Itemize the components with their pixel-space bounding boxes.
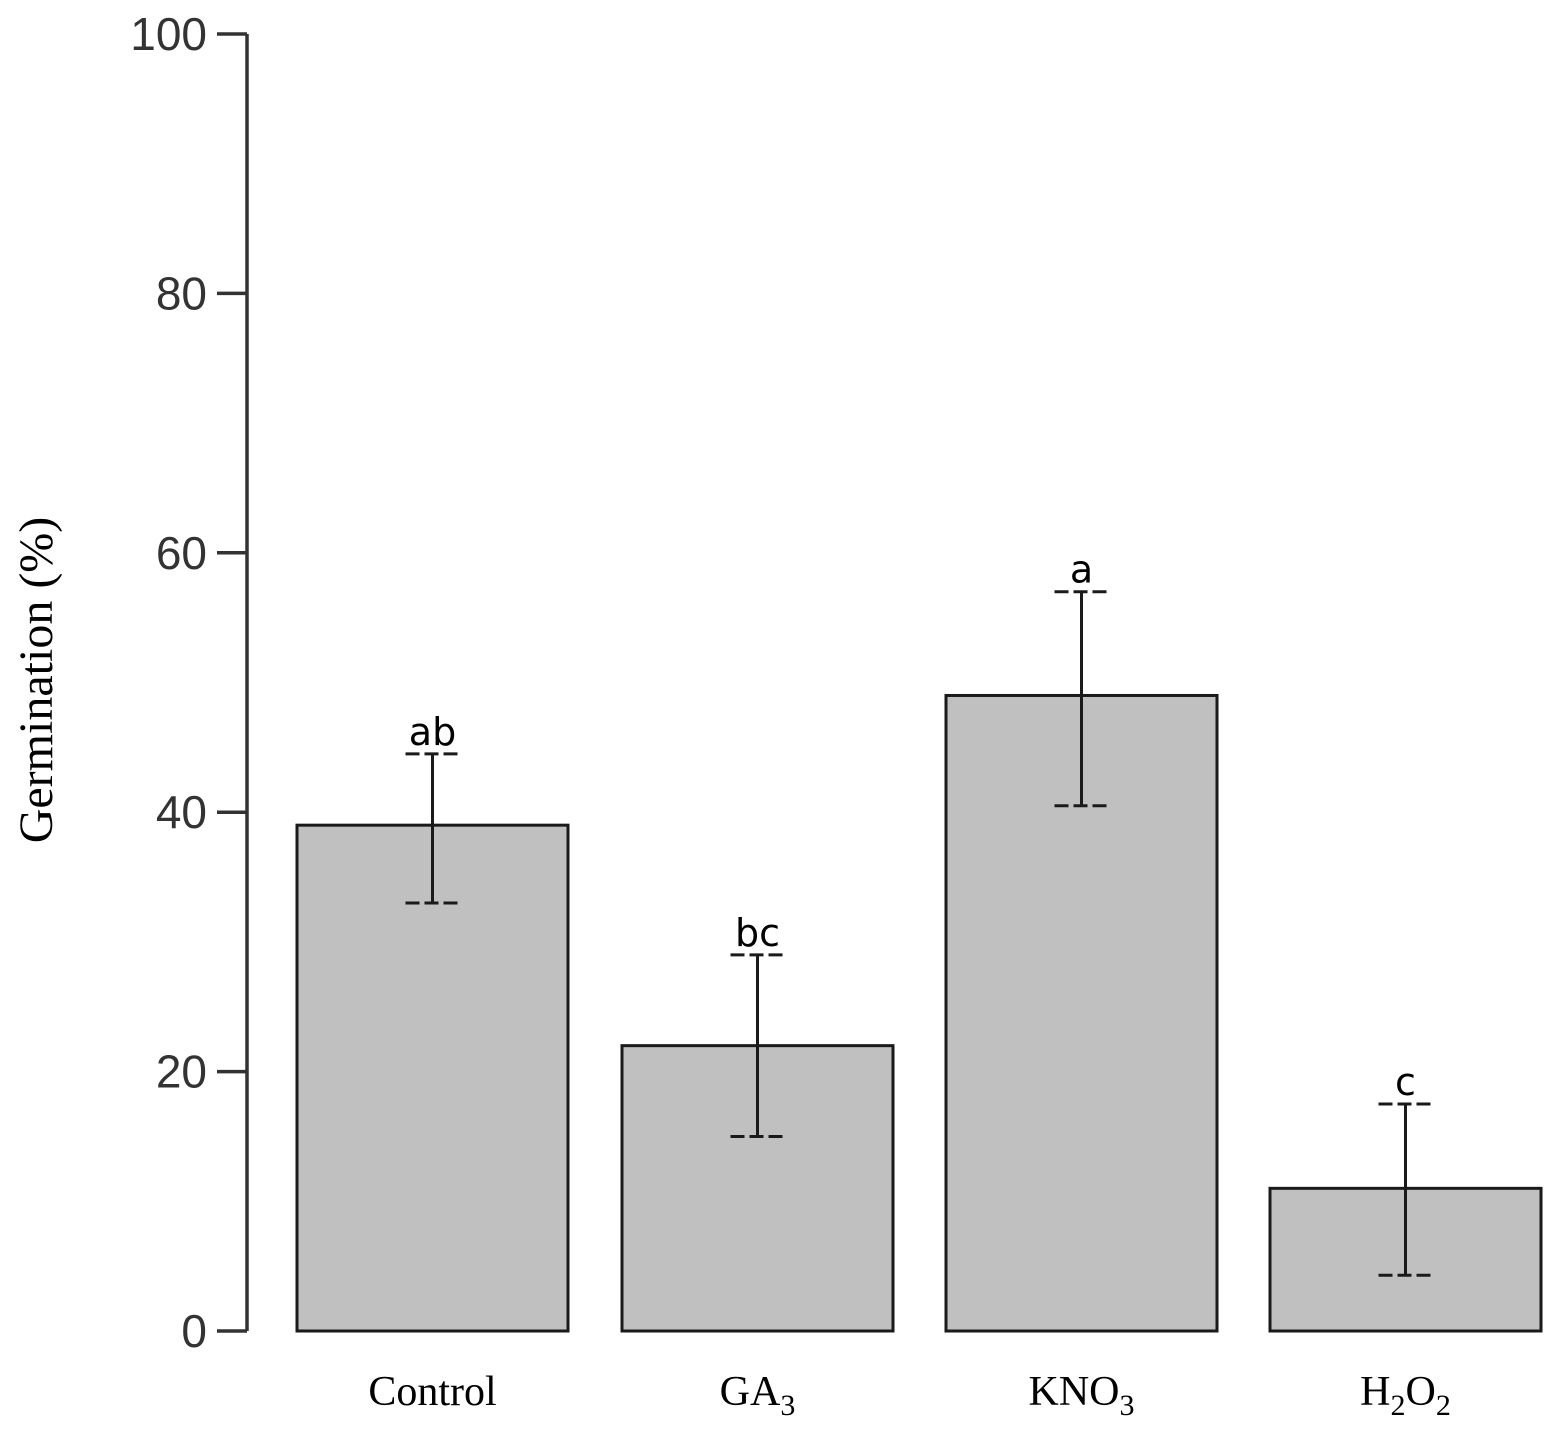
category-subscript: 2 xyxy=(1436,1389,1451,1422)
bars-group: ab bc a c xyxy=(295,548,1543,1333)
y-axis-label: Germination (%) xyxy=(10,517,63,844)
category-base: Control xyxy=(368,1369,496,1415)
x-category-label: Control xyxy=(368,1369,496,1415)
category-subscript: 3 xyxy=(780,1389,795,1422)
x-category-label: GA3 xyxy=(720,1369,796,1422)
x-axis-labels: Control GA3 KNO3 H2O2 xyxy=(368,1369,1451,1422)
category-base: GA xyxy=(720,1369,781,1415)
category-subscript: 2 xyxy=(1391,1389,1406,1422)
significance-label: c xyxy=(1395,1060,1416,1104)
significance-label: a xyxy=(1070,548,1093,592)
y-tick-label: 40 xyxy=(156,786,207,838)
y-tick-label: 100 xyxy=(130,8,207,60)
x-category-label: KNO3 xyxy=(1029,1369,1135,1422)
category-base: KNO xyxy=(1029,1369,1120,1415)
category-tail: O xyxy=(1406,1369,1436,1415)
y-tick-label: 20 xyxy=(156,1046,207,1098)
significance-label: bc xyxy=(735,911,780,955)
y-tick-label: 60 xyxy=(156,527,207,579)
y-tick-label: 0 xyxy=(181,1305,207,1357)
y-axis: 0 20 40 60 80 100 xyxy=(130,8,249,1357)
significance-label: ab xyxy=(409,710,456,754)
y-tick-label: 80 xyxy=(156,267,207,319)
x-category-label: H2O2 xyxy=(1360,1369,1451,1422)
category-base: H xyxy=(1360,1369,1390,1415)
bar xyxy=(295,823,570,1333)
category-subscript: 3 xyxy=(1120,1389,1135,1422)
